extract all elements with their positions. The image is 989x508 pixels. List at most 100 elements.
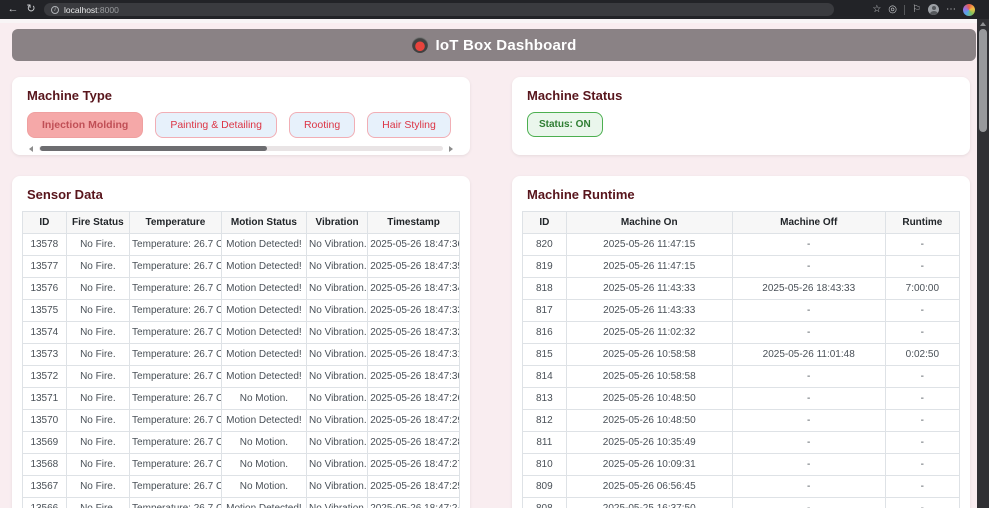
table-row: 13576 No Fire. Temperature: 26.7 C Motion D… bbox=[22, 277, 460, 300]
machine-type-button-hair-styling[interactable]: Hair Styling bbox=[367, 112, 451, 138]
table-cell: 2025-05-26 10:48:50 bbox=[565, 409, 733, 432]
table-cell: 2025-05-26 18:47:32 bbox=[367, 321, 460, 344]
browser-essentials-icon[interactable]: ◎ bbox=[888, 4, 898, 15]
table-cell: - bbox=[884, 321, 961, 344]
table-cell: - bbox=[731, 409, 886, 432]
back-icon[interactable]: ← bbox=[7, 3, 19, 15]
table-cell: 13571 bbox=[22, 387, 67, 410]
machine-type-button-injection-molding[interactable]: Injection Molding bbox=[27, 112, 144, 138]
table-cell: - bbox=[731, 233, 886, 256]
collections-icon[interactable]: ⚐ bbox=[912, 4, 921, 15]
refresh-icon[interactable]: ↻ bbox=[26, 3, 36, 15]
table-row: 811 2025-05-26 10:35:49- - bbox=[522, 431, 961, 454]
table-row: 816 2025-05-26 11:02:32- - bbox=[522, 321, 961, 344]
table-cell: Motion Detected! bbox=[220, 365, 308, 388]
scroll-up-icon[interactable] bbox=[980, 22, 986, 26]
table-cell: No Fire. bbox=[65, 255, 131, 278]
copilot-icon[interactable] bbox=[963, 3, 975, 16]
table-cell: - bbox=[884, 255, 961, 278]
column-header: Motion Status bbox=[220, 211, 308, 234]
scrollbar-thumb[interactable] bbox=[40, 146, 267, 151]
table-cell: No Vibration. bbox=[306, 299, 369, 322]
machine-type-button-rooting[interactable]: Rooting bbox=[288, 112, 356, 138]
table-cell: 2025-05-25 16:37:50 bbox=[565, 497, 733, 508]
page-scrollbar-thumb[interactable] bbox=[979, 29, 987, 132]
table-row: 13570 No Fire. Temperature: 26.7 C Motion D… bbox=[22, 409, 460, 432]
table-cell: No Vibration. bbox=[306, 475, 369, 498]
table-cell: 2025-05-26 11:43:33 bbox=[565, 277, 733, 300]
table-row: 810 2025-05-26 10:09:31- - bbox=[522, 453, 961, 476]
table-cell: 13578 bbox=[22, 233, 67, 256]
more-menu-icon[interactable]: ⋯ bbox=[946, 4, 956, 15]
scrollbar-track[interactable] bbox=[39, 146, 443, 151]
table-cell: No Fire. bbox=[65, 343, 131, 366]
table-cell: 13575 bbox=[22, 299, 67, 322]
table-cell: No Vibration. bbox=[306, 431, 369, 454]
page-scrollbar[interactable] bbox=[977, 19, 989, 508]
table-cell: 818 bbox=[522, 277, 567, 300]
table-cell: - bbox=[731, 365, 886, 388]
table-cell: - bbox=[884, 387, 961, 410]
table-cell: 2025-05-26 10:09:31 bbox=[565, 453, 733, 476]
address-bar[interactable]: i localhost:8000 bbox=[44, 3, 834, 16]
table-cell: 13576 bbox=[22, 277, 67, 300]
table-cell: No Vibration. bbox=[306, 277, 369, 300]
table-cell: No Fire. bbox=[65, 409, 131, 432]
machine-type-button-painting-detailing[interactable]: Painting & Detailing bbox=[155, 112, 277, 138]
sensor-data-title: Sensor Data bbox=[27, 187, 103, 202]
table-cell: - bbox=[884, 431, 961, 454]
table-cell: 810 bbox=[522, 453, 567, 476]
table-row: 813 2025-05-26 10:48:50- - bbox=[522, 387, 961, 410]
table-cell: Motion Detected! bbox=[220, 299, 308, 322]
table-cell: 13570 bbox=[22, 409, 67, 432]
table-cell: 13568 bbox=[22, 453, 67, 476]
table-cell: No Fire. bbox=[65, 277, 131, 300]
table-cell: 13573 bbox=[22, 343, 67, 366]
table-cell: 2025-05-26 11:01:48 bbox=[731, 343, 886, 366]
table-cell: 2025-05-26 11:43:33 bbox=[565, 299, 733, 322]
table-row: 818 2025-05-26 11:43:33 2025-05-26 18:43:3… bbox=[522, 277, 961, 300]
table-row: 8082025-05-25 16:37:50-- bbox=[522, 497, 961, 508]
table-cell: 13572 bbox=[22, 365, 67, 388]
table-cell: No Vibration. bbox=[306, 233, 369, 256]
table-cell: Temperature: 26.7 C bbox=[129, 277, 222, 300]
table-cell: 815 bbox=[522, 343, 567, 366]
table-cell: No Motion. bbox=[220, 475, 308, 498]
table-cell: Motion Detected! bbox=[220, 497, 308, 508]
scroll-right-icon[interactable] bbox=[449, 146, 453, 152]
table-cell: 816 bbox=[522, 321, 567, 344]
table-row: 13575 No Fire. Temperature: 26.7 C Motion D… bbox=[22, 299, 460, 322]
dashboard-header: IoT Box Dashboard bbox=[12, 29, 976, 61]
table-row: 819 2025-05-26 11:47:15- - bbox=[522, 255, 961, 278]
machine-runtime-title: Machine Runtime bbox=[527, 187, 635, 202]
scroll-left-icon[interactable] bbox=[29, 146, 33, 152]
column-header: Runtime bbox=[884, 211, 961, 234]
table-cell: No Vibration. bbox=[306, 365, 369, 388]
table-cell: 2025-05-26 10:35:49 bbox=[565, 431, 733, 454]
table-cell: 2025-05-26 11:02:32 bbox=[565, 321, 733, 344]
url-port: :8000 bbox=[97, 4, 119, 15]
table-header-row: ID Machine On Machine Off Runtime bbox=[522, 211, 961, 234]
table-cell: No Vibration. bbox=[306, 453, 369, 476]
table-cell: Temperature: 26.7 C bbox=[129, 409, 222, 432]
machine-status-title: Machine Status bbox=[527, 88, 623, 103]
table-cell: Temperature: 26.7 C bbox=[129, 233, 222, 256]
bookmark-star-icon[interactable]: ☆ bbox=[872, 4, 882, 15]
table-cell: 2025-05-26 10:58:58 bbox=[565, 343, 733, 366]
table-row: 13568 No Fire. Temperature: 26.7 C No Motio… bbox=[22, 453, 460, 476]
table-cell: Motion Detected! bbox=[220, 255, 308, 278]
profile-avatar[interactable] bbox=[928, 4, 939, 15]
table-row: 13571 No Fire. Temperature: 26.7 C No Motio… bbox=[22, 387, 460, 410]
table-cell: - bbox=[884, 409, 961, 432]
table-cell: - bbox=[731, 299, 886, 322]
table-row: 817 2025-05-26 11:43:33- - bbox=[522, 299, 961, 322]
table-cell: No Fire. bbox=[65, 387, 131, 410]
table-cell: No Vibration. bbox=[306, 497, 369, 508]
table-cell: 2025-05-26 18:47:25 bbox=[367, 475, 460, 498]
table-cell: 2025-05-26 18:47:27 bbox=[367, 453, 460, 476]
table-cell: - bbox=[731, 255, 886, 278]
dashboard-icon bbox=[411, 37, 428, 53]
table-row: 13569 No Fire. Temperature: 26.7 C No Motio… bbox=[22, 431, 460, 454]
site-info-icon[interactable]: i bbox=[51, 5, 59, 14]
